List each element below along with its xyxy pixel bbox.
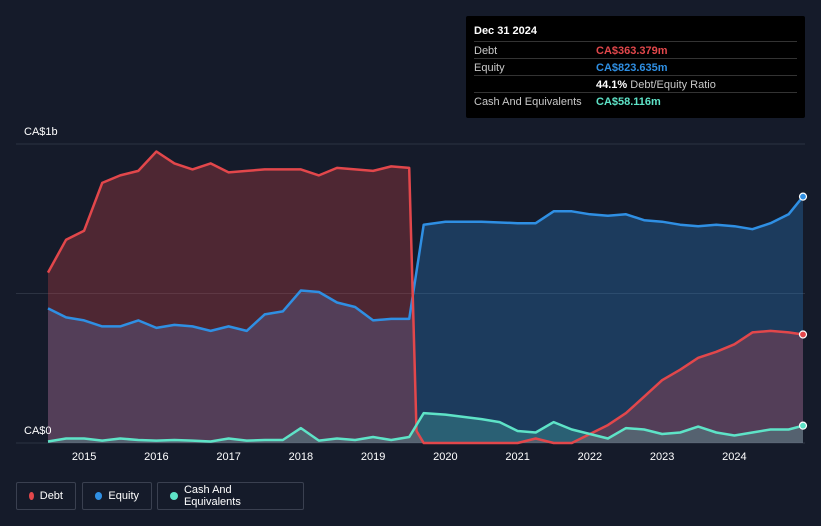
- tooltip-row-cash: Cash And Equivalents CA$58.116m: [474, 92, 797, 110]
- grid-lines: [16, 143, 805, 444]
- tooltip-debt-label: Debt: [474, 45, 498, 57]
- x-tick-2019: 2019: [360, 451, 386, 463]
- x-tick-2022: 2022: [577, 451, 603, 463]
- tooltip-ratio-value: 44.1% Debt/Equity Ratio: [596, 79, 716, 91]
- legend-equity-label: Equity: [108, 490, 139, 502]
- cash-line: [47, 411, 804, 443]
- x-tick-2020: 2020: [433, 451, 458, 463]
- equity-line: [47, 195, 804, 333]
- tooltip-equity-value: CA$823.635m: [596, 62, 668, 74]
- debt-dot-icon: [29, 492, 34, 500]
- tooltip-row-ratio: 44.1% Debt/Equity Ratio: [474, 75, 797, 93]
- tooltip-ratio-number: 44.1%: [596, 79, 628, 91]
- x-tick-2016: 2016: [144, 451, 169, 463]
- debt-area: [48, 151, 803, 443]
- x-tick-2023: 2023: [649, 451, 675, 463]
- legend-debt-label: Debt: [39, 490, 63, 502]
- x-tick-2024: 2024: [722, 451, 747, 463]
- legend-item-cash[interactable]: Cash And Equivalents: [157, 482, 304, 510]
- x-tick-2021: 2021: [505, 451, 530, 463]
- tooltip-row-debt: Debt CA$363.379m: [474, 41, 797, 59]
- series-lines: [46, 150, 804, 445]
- tooltip-cash-label: Cash And Equivalents: [474, 96, 582, 108]
- tooltip-date: Dec 31 2024: [474, 25, 537, 37]
- tooltip-debt-value: CA$363.379m: [596, 45, 668, 57]
- tooltip-ratio-label: Debt/Equity Ratio: [630, 79, 716, 91]
- legend-cash-label: Cash And Equivalents: [183, 484, 241, 508]
- equity-area: [48, 196, 803, 443]
- legend-item-equity[interactable]: Equity: [82, 482, 152, 510]
- tooltip: Dec 31 2024 Debt CA$363.379m Equity CA$8…: [466, 16, 805, 118]
- x-tick-2017: 2017: [216, 451, 241, 463]
- cash-dot-icon: [170, 492, 178, 500]
- debt-end-dot: [798, 330, 808, 339]
- legend-item-debt[interactable]: Debt: [16, 482, 76, 510]
- equity-end-dot: [798, 192, 808, 201]
- x-tick-2015: 2015: [71, 451, 97, 463]
- equity-dot-icon: [95, 492, 103, 500]
- x-tick-2018: 2018: [288, 451, 314, 463]
- y-tick-label-top: CA$1b: [24, 126, 58, 138]
- tooltip-equity-label: Equity: [474, 62, 505, 74]
- series-end-dots: [798, 192, 808, 430]
- tooltip-row-equity: Equity CA$823.635m: [474, 58, 797, 76]
- cash-end-dot: [798, 421, 808, 430]
- tooltip-cash-value: CA$58.116m: [596, 96, 661, 108]
- y-tick-label-zero: CA$0: [24, 425, 52, 437]
- debt-line: [46, 150, 804, 445]
